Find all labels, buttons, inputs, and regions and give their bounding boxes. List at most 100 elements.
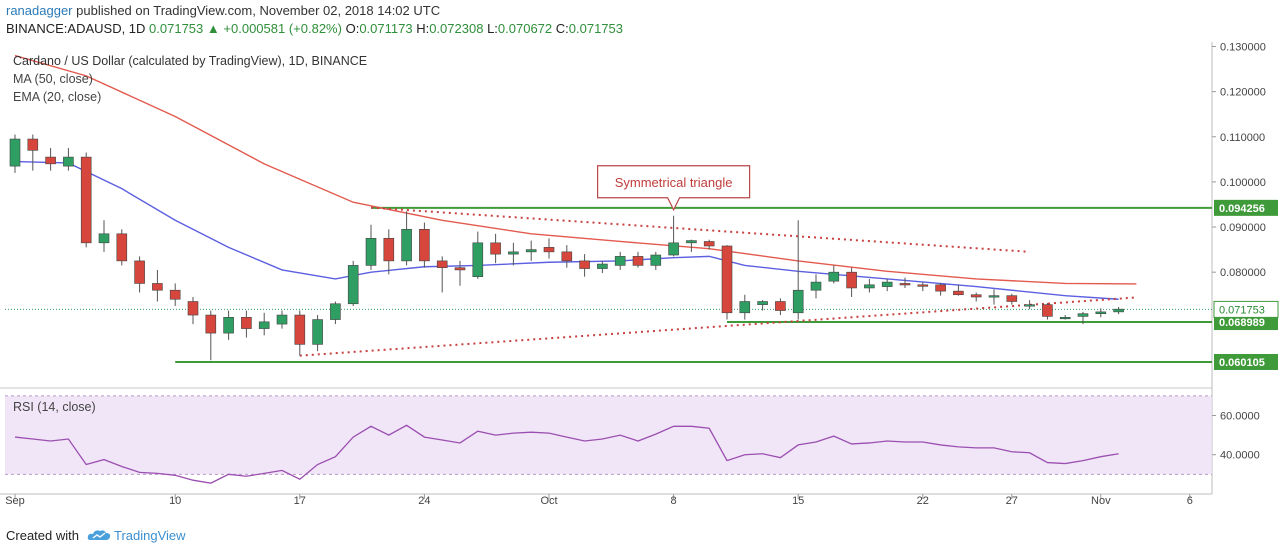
time-tick-label: 17 <box>294 495 306 507</box>
candle-body <box>739 301 751 314</box>
symbol-label: BINANCE:ADAUSD, 1D <box>6 21 146 36</box>
candle-body <box>1113 308 1124 313</box>
rsi-tick-label: 60.0000 <box>1220 411 1260 423</box>
time-tick-label: 27 <box>1006 495 1018 507</box>
time-tick-label: 8 <box>671 495 677 507</box>
candle-body <box>1077 313 1089 317</box>
candle-body <box>223 317 234 334</box>
publish-line: ranadagger published on TradingView.com,… <box>6 3 440 18</box>
candle-body <box>45 156 56 165</box>
candle-body <box>632 256 644 266</box>
candle-body <box>27 138 39 151</box>
time-tick-label: 15 <box>792 495 804 507</box>
candle-body <box>668 242 679 256</box>
candlestick-chart[interactable]: 0.130000 0.120000 0.110000 0.100000 0.090000… <box>0 42 1280 522</box>
level-price-label: 0.060105 <box>1219 357 1265 369</box>
candle-body <box>169 289 181 300</box>
candle-body <box>258 321 270 329</box>
price-tick-label: 0.100000 <box>1220 177 1266 189</box>
candle-body <box>312 319 323 345</box>
created-with-label: Created with <box>6 528 79 543</box>
time-tick-label: 6 <box>1187 495 1193 507</box>
time-tick-label: 10 <box>169 495 181 507</box>
price-pane <box>0 42 1212 385</box>
candle-body <box>757 301 768 305</box>
candle-body <box>1059 317 1071 320</box>
candle-body <box>187 301 199 316</box>
candle-body <box>63 156 74 167</box>
candle-body <box>917 284 929 287</box>
candle-body <box>597 263 608 269</box>
candle-body <box>330 303 341 320</box>
open-label: O: <box>345 21 360 36</box>
time-tick-label: 22 <box>917 495 929 507</box>
price-tick-label: 0.130000 <box>1220 42 1266 54</box>
candle-body <box>935 284 946 292</box>
candle-body <box>401 228 412 262</box>
candle-body <box>80 156 92 244</box>
candle-body <box>543 247 555 253</box>
time-tick-label: Nov <box>1091 495 1111 507</box>
candle-body <box>134 260 145 284</box>
chart-header: ranadagger published on TradingView.com,… <box>0 0 1280 42</box>
price-tick-label: 0.080000 <box>1220 267 1266 279</box>
level-price-label: 0.068989 <box>1219 317 1265 329</box>
chart-title: Cardano / US Dollar (calculated by Tradi… <box>13 54 367 68</box>
candle-body <box>490 242 501 255</box>
candle-body <box>9 138 21 167</box>
rsi-band <box>5 395 1212 475</box>
open-value: 0.071173 <box>359 21 413 36</box>
level-price-tag <box>1214 314 1278 331</box>
candle-body <box>294 314 306 345</box>
annotation-text: Symmetrical triangle <box>615 175 733 190</box>
rsi-line <box>14 424 1119 484</box>
candle-body <box>383 238 395 262</box>
candle-body <box>579 260 590 269</box>
candle-body <box>419 228 430 262</box>
ema20-legend: EMA (20, close) <box>13 90 101 104</box>
ohlc-line: BINANCE:ADAUSD, 1D 0.071753 ▲ +0.000581 … <box>6 21 623 36</box>
low-label: L: <box>487 21 498 36</box>
candle-body <box>1024 304 1035 307</box>
tradingview-brand-link[interactable]: TradingView <box>114 528 186 543</box>
tradingview-cloud-icon <box>83 528 114 543</box>
candle-body <box>347 265 359 305</box>
candle-body <box>525 249 537 253</box>
candle-body <box>472 242 484 277</box>
candle-body <box>436 260 448 268</box>
level-price-label: 0.094256 <box>1219 203 1265 215</box>
level-price-tag <box>1214 353 1278 370</box>
high-label: H: <box>416 21 430 36</box>
candle-body <box>703 241 715 247</box>
price-tick-label: 0.090000 <box>1220 222 1266 234</box>
candle-body <box>1095 311 1107 314</box>
change-arrow-icon: ▲ <box>206 21 220 36</box>
low-value: 0.070672 <box>497 21 553 36</box>
candle-body <box>276 314 288 325</box>
price-tick-label: 0.110000 <box>1220 132 1265 144</box>
candle-body <box>899 283 911 286</box>
price-change: +0.000581 (+0.82%) <box>223 21 342 36</box>
footer: Created with TradingView <box>6 528 186 543</box>
candle-body <box>810 281 822 291</box>
candle-body <box>116 233 128 262</box>
candle-body <box>508 251 519 255</box>
candle-body <box>881 281 893 287</box>
candle-body <box>864 284 875 289</box>
triangle-trend-line <box>299 296 1137 357</box>
author-link[interactable]: ranadagger <box>6 3 73 18</box>
time-tick-label: 24 <box>418 495 430 507</box>
last-price: 0.071753 <box>149 21 204 36</box>
candle-body <box>846 271 857 289</box>
ma50-line <box>14 54 1137 285</box>
candle-body <box>988 295 1000 298</box>
high-value: 0.072308 <box>429 21 484 36</box>
candle-body <box>365 238 377 266</box>
ma50-legend: MA (50, close) <box>13 72 93 86</box>
rsi-legend: RSI (14, close) <box>13 400 96 414</box>
candle-body <box>561 251 573 262</box>
candle-body <box>828 271 840 282</box>
candle-body <box>650 254 662 266</box>
candle-body <box>241 317 252 329</box>
level-price-tag <box>1214 199 1278 216</box>
